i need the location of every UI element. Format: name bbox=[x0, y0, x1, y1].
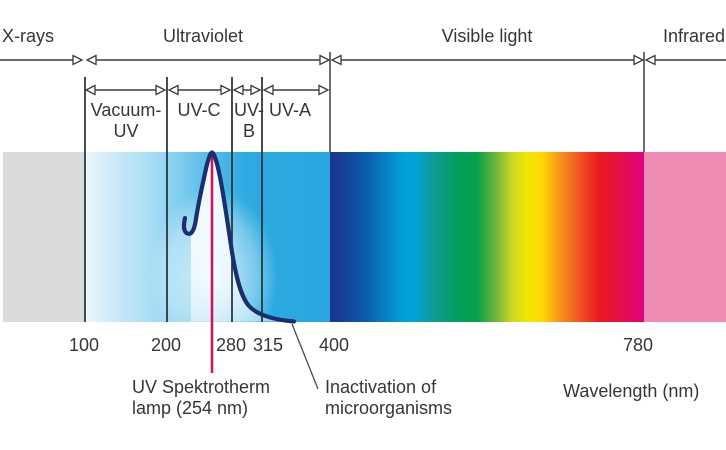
tick-315: 315 bbox=[252, 335, 284, 355]
label-ultraviolet: Ultraviolet bbox=[162, 26, 244, 46]
arrow-left-icon bbox=[330, 54, 342, 66]
arrow-right-icon bbox=[155, 84, 167, 96]
label-vacuum-uv-line1: Vacuum- bbox=[90, 100, 162, 120]
tick-200: 200 bbox=[150, 335, 182, 355]
x-ray-band bbox=[3, 152, 85, 322]
arrow-left-icon bbox=[262, 84, 274, 96]
arrow-right-icon bbox=[220, 84, 232, 96]
arrow-right-icon bbox=[318, 84, 330, 96]
arrow-left-icon bbox=[84, 84, 96, 96]
label-uv-c: UV-C bbox=[177, 100, 221, 120]
label-uv-b-line2: B bbox=[242, 121, 256, 141]
label-vacuum-uv: Vacuum- UV bbox=[91, 100, 162, 142]
curve-underfill bbox=[191, 152, 294, 322]
label-uv-b: UV- B bbox=[234, 100, 264, 142]
lamp-caption-line1: UV Spektrotherm bbox=[132, 377, 271, 397]
lamp-caption-line2: lamp (254 nm) bbox=[132, 398, 249, 418]
label-visible-light: Visible light bbox=[441, 26, 533, 46]
label-uv-a: UV-A bbox=[268, 100, 312, 120]
inactivation-caption: Inactivation of microorganisms bbox=[325, 377, 452, 419]
label-uv-b-line1: UV- bbox=[233, 100, 265, 120]
wavelength-divider-lines bbox=[84, 77, 263, 322]
arrow-right-icon bbox=[319, 54, 331, 66]
axis-label-wavelength: Wavelength (nm) bbox=[563, 381, 700, 401]
region-boundary-lines bbox=[329, 52, 645, 152]
inactivation-caption-line2: microorganisms bbox=[325, 398, 453, 418]
label-infrared: Infrared bbox=[662, 26, 725, 46]
arrow-right-icon bbox=[250, 84, 262, 96]
arrow-left-icon bbox=[232, 84, 244, 96]
infrared-band bbox=[644, 152, 726, 322]
inactivation-caption-line1: Inactivation of bbox=[325, 377, 437, 397]
lamp-caption: UV Spektrotherm lamp (254 nm) bbox=[132, 377, 270, 419]
arrow-left-icon bbox=[85, 54, 97, 66]
tick-100: 100 bbox=[68, 335, 100, 355]
inactivation-curve bbox=[181, 150, 297, 324]
top-row-arrowheads bbox=[72, 54, 656, 66]
tick-280: 280 bbox=[215, 335, 247, 355]
label-xrays: X-rays bbox=[2, 26, 55, 46]
inactivation-pointer-line bbox=[291, 323, 319, 390]
arrow-left-icon bbox=[167, 84, 179, 96]
visible-band bbox=[330, 152, 644, 322]
arrow-left-icon bbox=[644, 54, 656, 66]
arrow-right-icon bbox=[633, 54, 645, 66]
uv-sub-row-arrowheads bbox=[84, 84, 330, 96]
tick-780: 780 bbox=[622, 335, 654, 355]
tick-400: 400 bbox=[318, 335, 350, 355]
label-vacuum-uv-line2: UV bbox=[113, 121, 139, 141]
arrow-right-icon bbox=[72, 54, 84, 66]
